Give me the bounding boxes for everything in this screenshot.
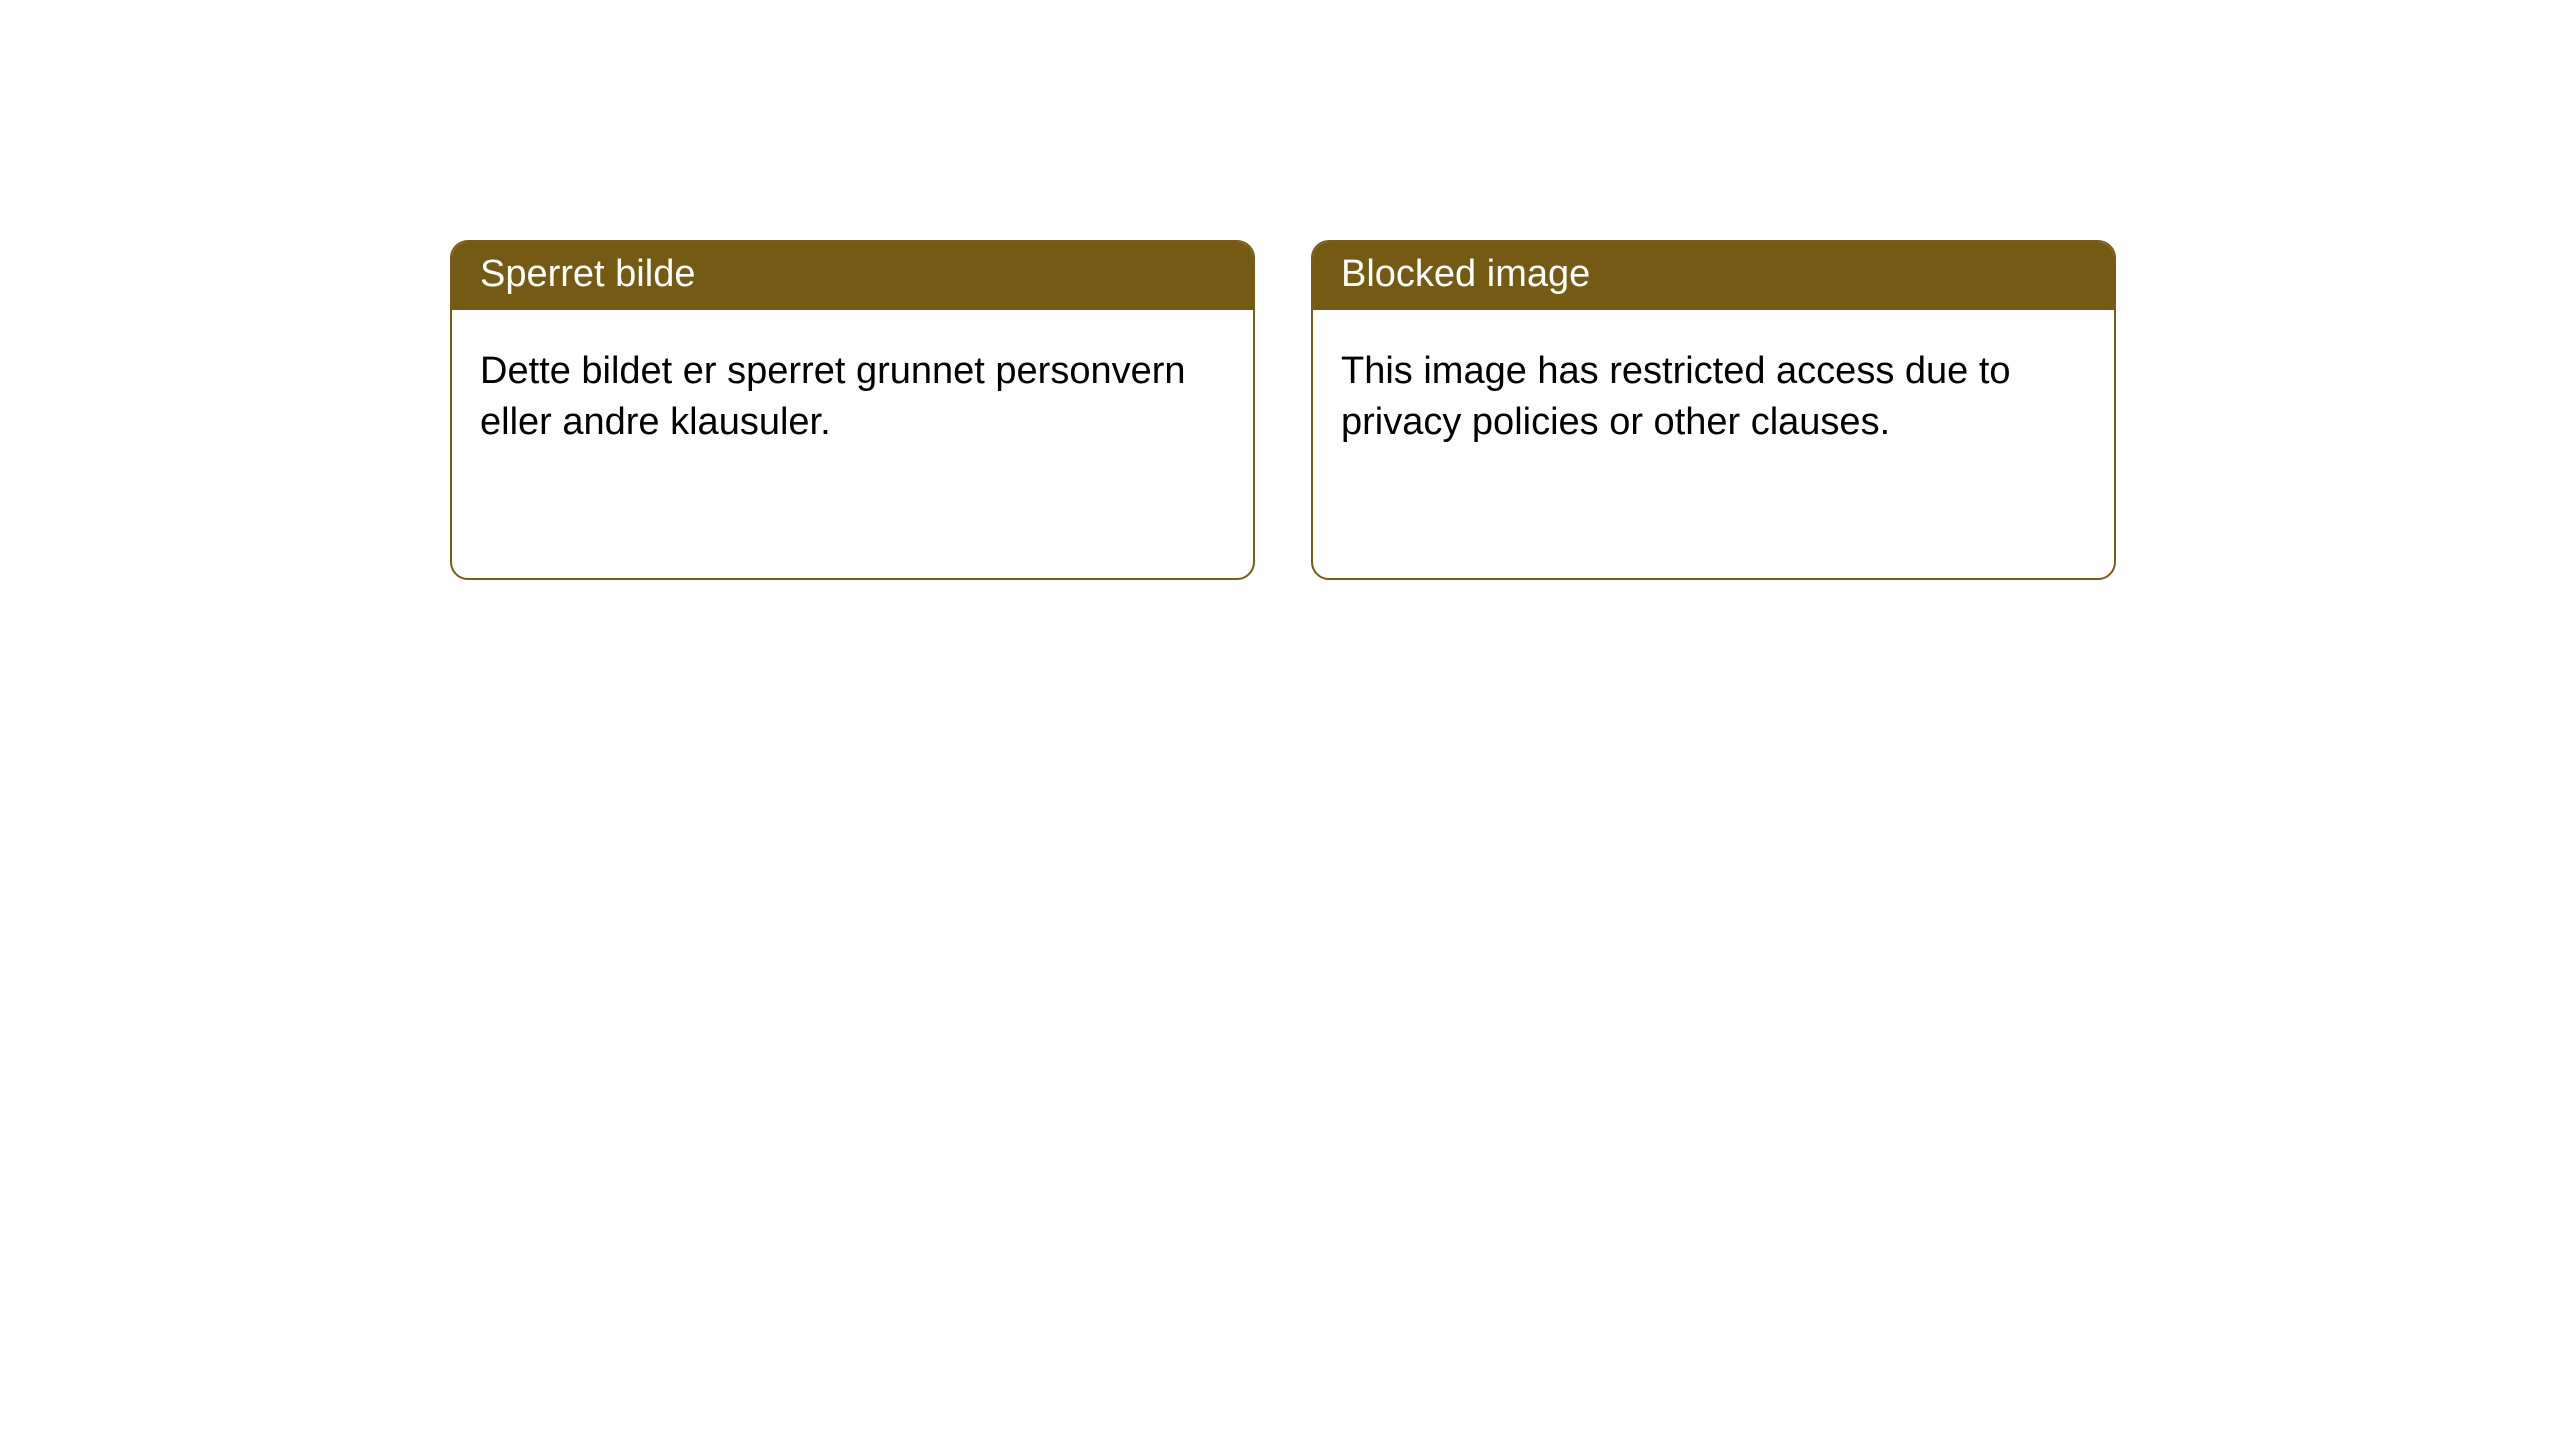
- blocked-image-card-en: Blocked image This image has restricted …: [1311, 240, 2116, 580]
- card-title-en: Blocked image: [1313, 242, 2114, 310]
- card-body-no: Dette bildet er sperret grunnet personve…: [452, 310, 1253, 477]
- card-title-no: Sperret bilde: [452, 242, 1253, 310]
- blocked-image-card-no: Sperret bilde Dette bildet er sperret gr…: [450, 240, 1255, 580]
- blocked-image-notices: Sperret bilde Dette bildet er sperret gr…: [450, 240, 2560, 580]
- card-body-en: This image has restricted access due to …: [1313, 310, 2114, 477]
